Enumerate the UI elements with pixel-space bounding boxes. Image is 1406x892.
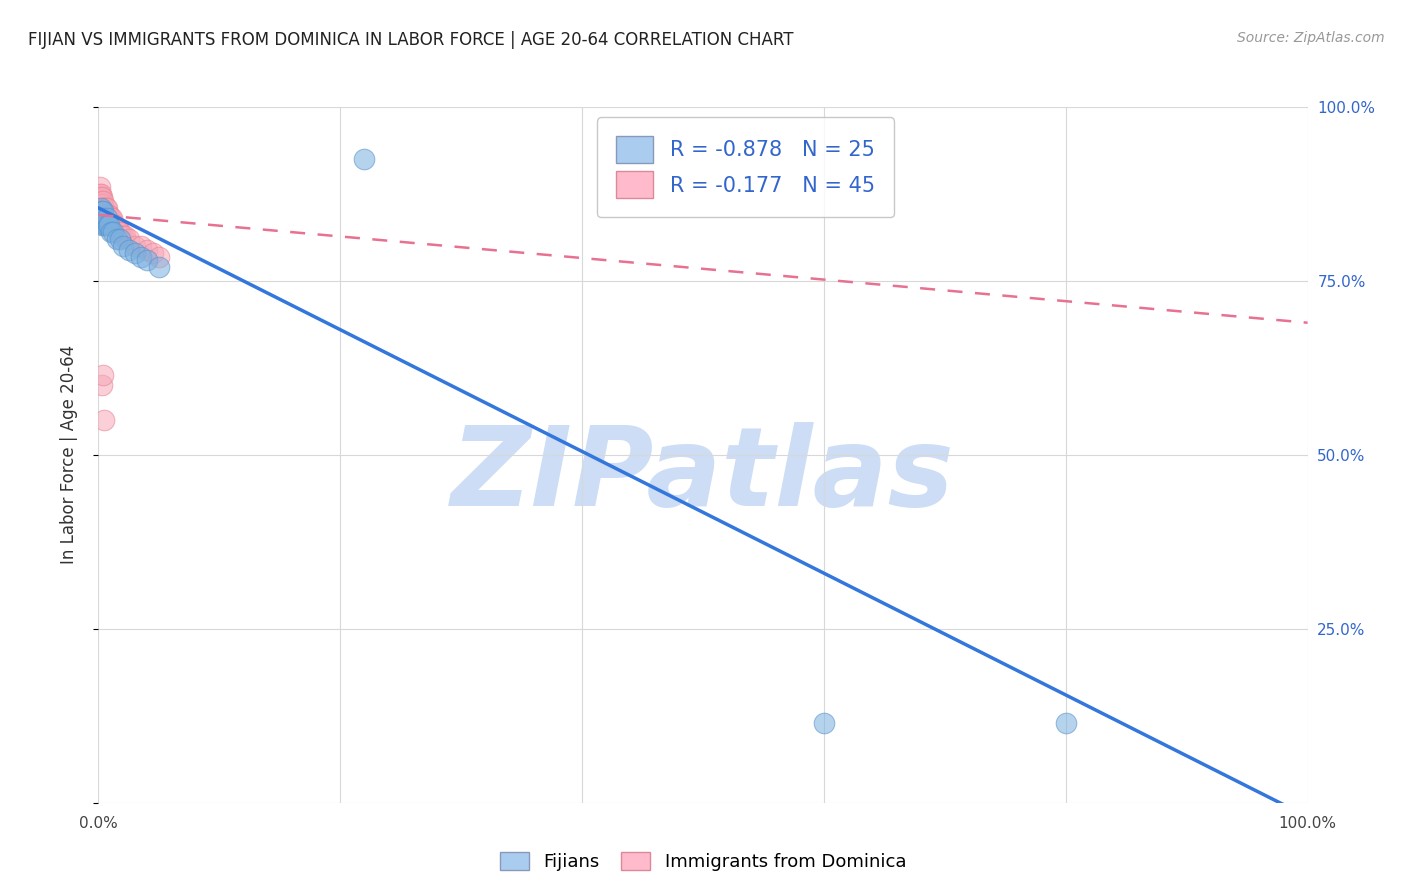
Point <box>135 253 157 268</box>
Point <box>91 204 114 219</box>
Point <box>97 208 120 222</box>
Point <box>91 378 114 392</box>
Point <box>124 239 146 253</box>
Point <box>96 201 118 215</box>
Text: Source: ZipAtlas.com: Source: ZipAtlas.com <box>1237 31 1385 45</box>
Point <box>90 187 112 202</box>
Point <box>90 201 112 215</box>
Point <box>108 225 131 239</box>
Text: FIJIAN VS IMMIGRANTS FROM DOMINICA IN LABOR FORCE | AGE 20-64 CORRELATION CHART: FIJIAN VS IMMIGRANTS FROM DOMINICA IN LA… <box>28 31 793 49</box>
Point <box>91 197 114 211</box>
Point <box>98 208 121 222</box>
Point <box>114 228 136 243</box>
Point <box>101 219 124 233</box>
Point <box>90 197 112 211</box>
Point <box>89 180 111 194</box>
Legend: R = -0.878   N = 25, R = -0.177   N = 45: R = -0.878 N = 25, R = -0.177 N = 45 <box>598 118 894 217</box>
Point <box>91 194 114 208</box>
Point <box>93 219 115 233</box>
Point <box>108 232 131 246</box>
Point <box>91 368 114 382</box>
Point <box>90 194 112 208</box>
Point <box>110 228 132 243</box>
Point <box>105 222 128 236</box>
Point <box>118 232 141 246</box>
Point <box>1054 715 1077 730</box>
Point <box>89 190 111 204</box>
Point <box>97 219 120 233</box>
Point <box>813 715 835 730</box>
Point <box>107 222 129 236</box>
Point <box>118 243 141 257</box>
Point <box>100 211 122 226</box>
Point <box>93 204 115 219</box>
Point <box>124 246 146 260</box>
Point <box>96 208 118 222</box>
Point <box>353 152 375 166</box>
Point <box>98 219 121 233</box>
Point <box>90 190 112 204</box>
Point <box>93 201 115 215</box>
Point <box>96 211 118 226</box>
Point <box>91 219 114 233</box>
Point <box>111 239 134 253</box>
Point <box>105 232 128 246</box>
Point <box>148 250 170 264</box>
Point <box>148 260 170 274</box>
Point <box>91 194 114 208</box>
Point <box>111 228 134 243</box>
Point <box>103 219 125 233</box>
Point <box>100 211 122 226</box>
Point <box>94 219 117 233</box>
Point <box>129 250 152 264</box>
Point <box>94 201 117 215</box>
Point <box>129 239 152 253</box>
Point <box>93 413 115 427</box>
Point <box>100 225 122 239</box>
Point <box>89 187 111 202</box>
Legend: Fijians, Immigrants from Dominica: Fijians, Immigrants from Dominica <box>492 845 914 879</box>
Point <box>101 225 124 239</box>
Point <box>98 211 121 226</box>
Point <box>108 225 131 239</box>
Point <box>104 219 127 233</box>
Point <box>135 243 157 257</box>
Point <box>89 211 111 226</box>
Text: ZIPatlas: ZIPatlas <box>451 422 955 529</box>
Point <box>91 201 114 215</box>
Point <box>91 204 114 219</box>
Point <box>90 211 112 226</box>
Point <box>91 211 114 226</box>
Point <box>91 190 114 204</box>
Y-axis label: In Labor Force | Age 20-64: In Labor Force | Age 20-64 <box>59 345 77 565</box>
Point <box>91 211 114 226</box>
Point <box>91 201 114 215</box>
Point <box>91 208 114 222</box>
Point <box>94 208 117 222</box>
Point <box>142 246 165 260</box>
